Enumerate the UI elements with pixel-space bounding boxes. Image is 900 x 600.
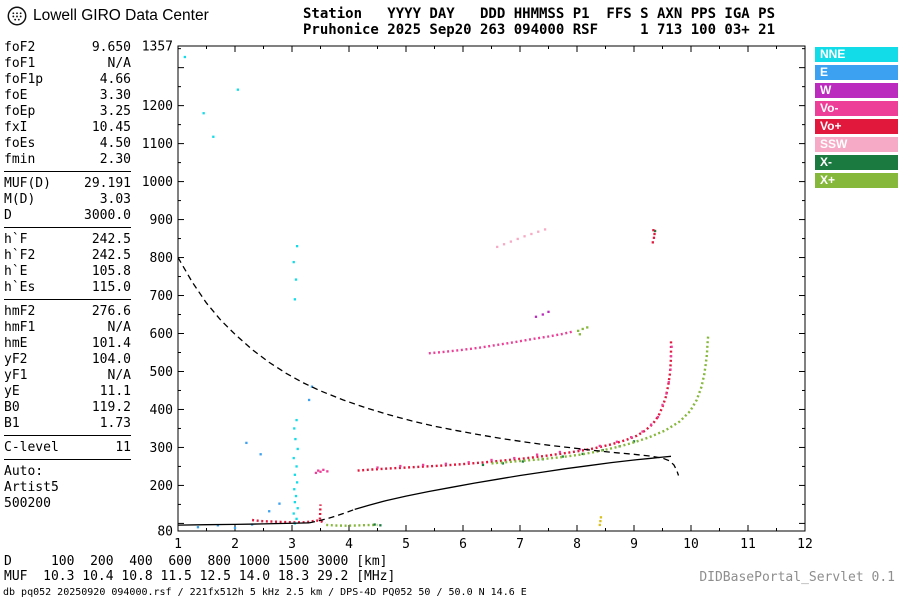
- svg-text:500: 500: [150, 365, 173, 380]
- param-row-B0: B0 119.2: [4, 400, 131, 415]
- svg-text:1: 1: [174, 537, 182, 552]
- legend-item-SSW: SSW: [815, 137, 898, 152]
- param-row-hmF2: hmF2 276.6: [4, 304, 131, 319]
- svg-text:400: 400: [150, 403, 173, 418]
- logo-text: Lowell GIRO Data Center: [33, 7, 209, 24]
- series-muf-transmission-curve: [177, 257, 680, 476]
- svg-text:800: 800: [150, 251, 173, 266]
- svg-text:5: 5: [402, 537, 410, 552]
- series-f-o-trace: [357, 340, 673, 472]
- param-row-yF1: yF1 N/A: [4, 368, 131, 383]
- param-row-h`E: h`E 105.8: [4, 264, 131, 279]
- param-row-yE: yE 11.1: [4, 384, 131, 399]
- svg-text:4: 4: [345, 537, 353, 552]
- legend-item-Vo-: Vo-: [815, 101, 898, 116]
- series-noise-e: [196, 385, 314, 530]
- svg-text:10: 10: [683, 537, 699, 552]
- series-es-x-trace: [326, 523, 378, 527]
- series-f-x-minus-dots: [373, 229, 657, 527]
- param-row-500200: 500200: [4, 496, 51, 511]
- param-row-C-level: C-level 11: [4, 440, 131, 455]
- parameter-panel: foF2 9.650 foF1 N/A foF1p 4.66 foE 3.30 foEp 3.25…: [4, 40, 131, 512]
- series-profile-f: [354, 455, 672, 511]
- param-row-fxI: fxI 10.45: [4, 120, 131, 135]
- svg-text:600: 600: [150, 327, 173, 342]
- series-second-hop-o: [428, 330, 575, 355]
- param-separator: [4, 171, 131, 172]
- svg-text:1100: 1100: [142, 137, 173, 152]
- svg-text:1357: 1357: [142, 40, 173, 55]
- series-noise-yellow: [598, 516, 603, 527]
- param-row-hmF1: hmF1 N/A: [4, 320, 131, 335]
- series-third-hop-spread: [651, 229, 656, 244]
- svg-text:12: 12: [797, 537, 813, 552]
- param-separator: [4, 227, 131, 228]
- legend-item-W: W: [815, 83, 898, 98]
- param-row-Auto:: Auto:: [4, 464, 44, 479]
- station-header-labels: Station YYYY DAY DDD HHMMSS P1 FFS S AXN…: [303, 6, 776, 22]
- param-row-M(D): M(D) 3.03: [4, 192, 131, 207]
- series-f-o-start: [314, 468, 329, 475]
- series-profile-e: [177, 522, 310, 526]
- param-row-hmE: hmE 101.4: [4, 336, 131, 351]
- legend-item-Vo+: Vo+: [815, 119, 898, 134]
- param-row-MUF(D): MUF(D) 29.191: [4, 176, 131, 191]
- lowell-logo-icon: [7, 6, 27, 26]
- svg-text:7: 7: [516, 537, 524, 552]
- param-row-Artist5: Artist5: [4, 480, 59, 495]
- svg-text:2: 2: [231, 537, 239, 552]
- series-noise-w: [534, 310, 550, 318]
- param-row-foF2: foF2 9.650: [4, 40, 131, 55]
- param-row-D: D 3000.0: [4, 208, 131, 223]
- svg-text:8: 8: [573, 537, 581, 552]
- svg-text:1200: 1200: [142, 99, 173, 114]
- series-third-hop: [496, 228, 547, 249]
- legend-item-E: E: [815, 65, 898, 80]
- series-f-o-fringe: [376, 345, 673, 469]
- param-row-B1: B1 1.73: [4, 416, 131, 431]
- svg-text:1000: 1000: [142, 175, 173, 190]
- svg-text:300: 300: [150, 441, 173, 456]
- param-row-foEp: foEp 3.25: [4, 104, 131, 119]
- svg-text:200: 200: [150, 479, 173, 494]
- param-row-foEs: foEs 4.50: [4, 136, 131, 151]
- muf-distance-table: D 100 200 400 600 800 1000 1500 3000 [km…: [4, 554, 396, 584]
- param-row-foE: foE 3.30: [4, 88, 131, 103]
- svg-text:6: 6: [459, 537, 467, 552]
- legend-item-X+: X+: [815, 173, 898, 188]
- param-separator: [4, 299, 131, 300]
- param-row-foF1: foF1 N/A: [4, 56, 131, 71]
- param-row-h`F: h`F 242.5: [4, 232, 131, 247]
- legend-item-NNE: NNE: [815, 47, 898, 62]
- file-info-line: db pq052 20250920 094000.rsf / 221fx512h…: [3, 587, 527, 598]
- svg-text:700: 700: [150, 289, 173, 304]
- param-row-h`Es: h`Es 115.0: [4, 280, 131, 295]
- svg-text:900: 900: [150, 213, 173, 228]
- param-separator: [4, 435, 131, 436]
- param-separator: [4, 459, 131, 460]
- legend-item-X-: X-: [815, 155, 898, 170]
- station-header-values: Pruhonice 2025 Sep20 263 094000 RSF 1 71…: [303, 22, 776, 38]
- echo-direction-legend: NNE E W Vo- Vo+ SSW X- X+: [815, 47, 898, 191]
- servlet-version-label: DIDBasePortal_Servlet 0.1: [699, 570, 895, 585]
- param-row-foF1p: foF1p 4.66: [4, 72, 131, 87]
- svg-text:9: 9: [630, 537, 638, 552]
- series-noise-nne: [183, 55, 299, 525]
- svg-text:80: 80: [157, 525, 173, 540]
- param-row-yF2: yF2 104.0: [4, 352, 131, 367]
- param-row-fmin: fmin 2.30: [4, 152, 131, 167]
- svg-text:11: 11: [740, 537, 756, 552]
- svg-text:3: 3: [288, 537, 296, 552]
- series-es-spike: [318, 504, 322, 520]
- lowell-giro-logo: Lowell GIRO Data Center: [6, 5, 209, 27]
- param-row-h`F2: h`F2 242.5: [4, 248, 131, 263]
- series-second-hop-x: [576, 326, 589, 336]
- series-f-x-trace: [491, 336, 710, 465]
- station-header: Station YYYY DAY DDD HHMMSS P1 FFS S AXN…: [303, 6, 775, 38]
- series-profile-valley: [308, 508, 355, 524]
